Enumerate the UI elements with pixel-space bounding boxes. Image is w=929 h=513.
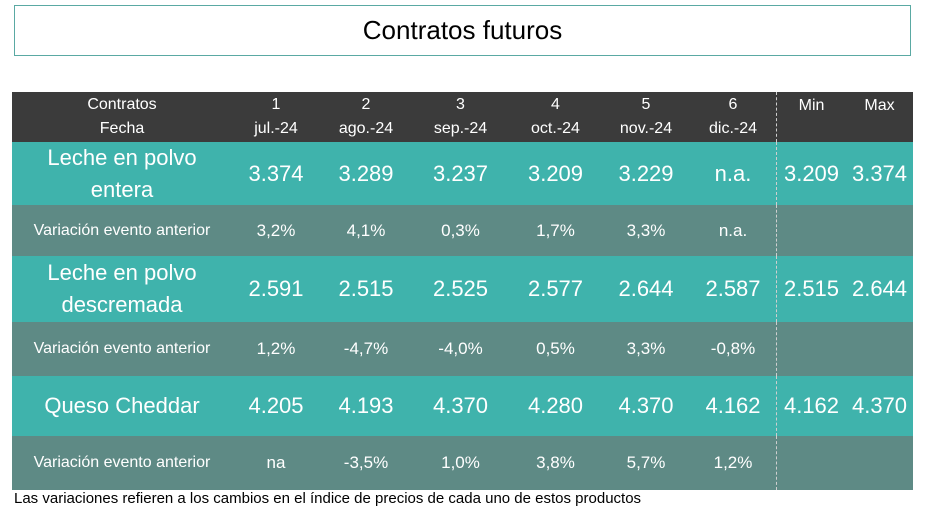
variation-cell: 1,2% <box>256 339 296 358</box>
variation-cell: 0,3% <box>441 220 480 240</box>
table-header: Contratos Fecha 1 jul.-24 2 ago.-24 3 sep.-… <box>12 92 913 142</box>
min-cell: 4.162 <box>776 376 846 436</box>
product-label: Leche en polvo entera <box>12 142 232 205</box>
value-cell: 3.229 <box>618 160 674 186</box>
header-min: Min <box>776 92 846 142</box>
min-cell-empty <box>776 436 846 490</box>
variation-cell: -4,0% <box>438 339 483 358</box>
col-date: jul.-24 <box>254 120 298 137</box>
value-cell: 2.591 <box>248 276 304 301</box>
variation-cell: 1,2% <box>713 453 753 472</box>
min-cell-empty <box>776 322 846 376</box>
header-label-cell: Contratos Fecha <box>12 92 232 142</box>
product-label-line2: entera <box>90 176 154 202</box>
variation-cell: -0,8% <box>710 339 756 358</box>
variation-cell: 4,1% <box>346 220 386 240</box>
value-cell: 3.209 <box>527 160 584 186</box>
variation-cell: n.a. <box>718 220 748 240</box>
variation-cell: 3,8% <box>536 453 575 472</box>
value-cell: 4.280 <box>527 393 584 418</box>
header-col-3: 3 sep.-24 <box>412 92 509 142</box>
variation-label: Variación evento anterior <box>33 454 211 471</box>
value-cell: 2.525 <box>432 276 489 301</box>
col-number: 3 <box>456 96 465 113</box>
table-row-queso-cheddar: Queso Cheddar 4.205 4.193 4.370 4.280 4.… <box>12 376 913 436</box>
max-cell-empty <box>846 322 913 376</box>
variation-label: Variación evento anterior <box>33 221 211 239</box>
value-cell: 4.162 <box>705 393 761 418</box>
col-date: sep.-24 <box>433 120 488 137</box>
value-cell: 4.205 <box>248 393 304 418</box>
variation-cell: 1,7% <box>536 220 575 240</box>
table-row-leche-entera: Leche en polvo entera 3.374 3.289 3.237 … <box>12 142 913 205</box>
value-cell: 4.370 <box>618 393 674 418</box>
col-number: 6 <box>728 96 738 113</box>
header-col-2: 2 ago.-24 <box>320 92 412 142</box>
min-cell-empty <box>776 205 846 256</box>
variation-cell: 3,3% <box>626 339 666 358</box>
variation-cell: 0,5% <box>536 339 575 358</box>
col-number: 5 <box>641 96 651 113</box>
value-cell: 2.515 <box>338 276 394 301</box>
header-contracts-label: Contratos <box>87 96 157 113</box>
header-date-label: Fecha <box>99 120 145 137</box>
value-cell: 4.193 <box>338 393 394 418</box>
table-row-variacion-entera: Variación evento anterior 3,2% 4,1% 0,3%… <box>12 205 913 256</box>
product-label-line2: descremada <box>61 292 183 317</box>
product-label: Leche en polvo descremada <box>12 256 232 322</box>
min-cell: 3.209 <box>776 142 846 205</box>
min-cell: 2.515 <box>776 256 846 322</box>
value-cell: 3.374 <box>248 160 304 186</box>
value-cell: n.a. <box>714 160 752 186</box>
header-col-4: 4 oct.-24 <box>509 92 602 142</box>
table-row-variacion-descremada: Variación evento anterior 1,2% -4,7% -4,… <box>12 322 913 376</box>
value-cell: 3.289 <box>338 160 394 186</box>
variation-cell: 3,3% <box>626 220 666 240</box>
variation-cell: na <box>266 453 286 472</box>
table-row-variacion-cheddar: Variación evento anterior na -3,5% 1,0% … <box>12 436 913 490</box>
max-cell-empty <box>846 436 913 490</box>
footnote: Las variaciones refieren a los cambios e… <box>14 490 642 507</box>
value-cell: 4.370 <box>432 393 489 418</box>
value-cell: 2.644 <box>618 276 674 301</box>
value-cell: 3.237 <box>432 160 489 186</box>
product-label: Queso Cheddar <box>12 376 232 436</box>
col-date: nov.-24 <box>619 120 673 137</box>
header-col-1: 1 jul.-24 <box>232 92 320 142</box>
variation-cell: 3,2% <box>256 220 296 240</box>
variation-cell: 1,0% <box>441 453 480 472</box>
header-col-5: 5 nov.-24 <box>602 92 690 142</box>
col-number: 4 <box>551 96 560 113</box>
futures-table: Contratos Fecha 1 jul.-24 2 ago.-24 3 sep.-… <box>12 92 913 490</box>
product-label-line1: Leche en polvo <box>47 260 197 285</box>
max-cell: 3.374 <box>851 160 908 186</box>
max-cell: 4.370 <box>851 393 908 418</box>
header-max: Max <box>864 97 895 114</box>
col-number: 1 <box>271 96 281 113</box>
max-cell-empty <box>846 205 913 256</box>
col-date: oct.-24 <box>531 120 580 137</box>
value-cell: 2.587 <box>705 276 761 301</box>
header-col-6: 6 dic.-24 <box>690 92 776 142</box>
variation-cell: -3,5% <box>343 453 389 472</box>
variation-cell: -4,7% <box>343 339 389 358</box>
value-cell: 2.577 <box>527 276 584 301</box>
col-date: ago.-24 <box>338 120 394 137</box>
page-title: Contratos futuros <box>14 5 911 56</box>
product-label-line1: Queso Cheddar <box>44 393 200 418</box>
variation-cell: 5,7% <box>626 453 666 472</box>
max-cell: 2.644 <box>851 276 908 301</box>
col-date: dic.-24 <box>708 120 758 137</box>
col-number: 2 <box>361 96 371 113</box>
variation-label: Variación evento anterior <box>33 340 211 357</box>
product-label-line1: Leche en polvo <box>47 144 197 170</box>
table-row-leche-descremada: Leche en polvo descremada 2.591 2.515 2.… <box>12 256 913 322</box>
